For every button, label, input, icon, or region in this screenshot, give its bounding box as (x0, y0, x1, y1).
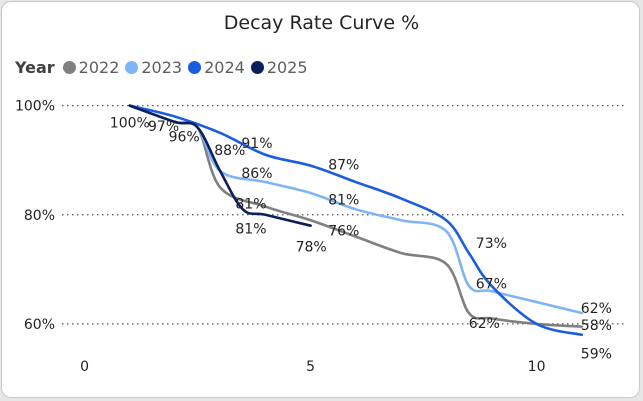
data-label: 81% (235, 221, 266, 237)
data-label: 81% (235, 196, 266, 212)
data-label: 78% (296, 240, 327, 256)
data-label: 97% (148, 119, 179, 135)
data-label: 100% (110, 116, 150, 132)
legend: Year 2022 2023 2024 2025 (15, 56, 314, 78)
series-line-2025 (128, 104, 312, 227)
data-label: 67% (476, 277, 507, 293)
legend-item-2024[interactable]: 2024 (188, 58, 245, 77)
legend-label-2022: 2022 (78, 57, 120, 77)
data-label: 62% (469, 316, 500, 332)
data-label: 59% (581, 346, 612, 362)
series-line-2024 (128, 104, 584, 337)
legend-item-2022[interactable]: 2022 (62, 57, 120, 77)
y-tick-label: 60% (24, 317, 55, 333)
legend-item-2025[interactable]: 2025 (250, 57, 308, 77)
legend-dot-2023 (125, 60, 139, 74)
legend-dot-2024 (188, 60, 202, 74)
x-tick-label: 5 (306, 359, 315, 375)
y-tick-label: 100% (15, 99, 55, 115)
data-label: 81% (328, 192, 359, 208)
legend-item-2023[interactable]: 2023 (125, 58, 182, 77)
legend-dot-2025 (250, 60, 264, 74)
data-label: 96% (169, 129, 200, 145)
legend-dot-2022 (62, 60, 76, 74)
chart-title: Decay Rate Curve % (223, 12, 420, 34)
legend-label-2024: 2024 (204, 57, 245, 77)
data-label: 91% (241, 136, 272, 152)
data-label: 86% (241, 166, 272, 182)
data-label: 76% (328, 224, 359, 240)
data-label: 73% (476, 236, 507, 252)
x-tick-label: 0 (80, 359, 89, 375)
legend-label-2023: 2023 (141, 57, 183, 77)
line-chart: 60%80%100%0 5 10100%97%96%88%91%86%81%81%7… (15, 99, 627, 375)
data-label: 58% (581, 318, 612, 334)
legend-title: Year (15, 57, 55, 77)
data-label: 87% (328, 158, 359, 174)
data-label: 62% (581, 301, 612, 317)
y-tick-label: 80% (24, 208, 55, 224)
data-label: 88% (214, 143, 245, 159)
x-tick-label: 10 (528, 359, 546, 375)
legend-label-2025: 2025 (266, 57, 308, 77)
